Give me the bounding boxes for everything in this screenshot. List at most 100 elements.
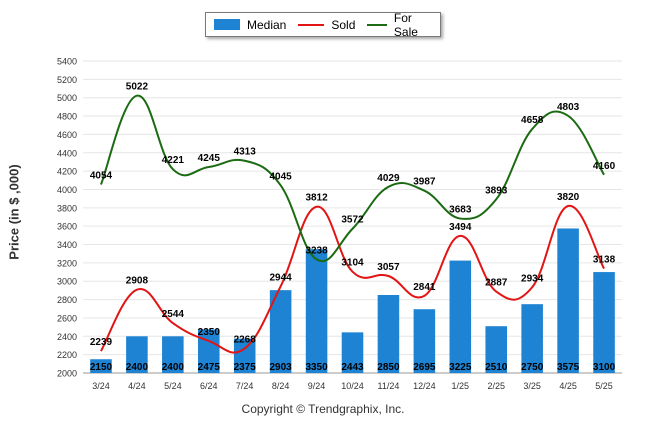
y-tick-label: 3000 [57,277,77,287]
x-tick-label: 3/25 [523,381,541,391]
data-label-for-sale: 4658 [521,115,544,126]
y-tick-label: 5400 [57,57,77,67]
data-label-for-sale: 4803 [557,102,580,113]
x-tick-label: 8/24 [272,381,290,391]
x-tick-label: 9/24 [308,381,326,391]
data-label-median: 2400 [126,362,149,373]
line-for-sale [100,94,605,263]
data-label-median: 2695 [413,362,436,373]
y-tick-label: 4000 [57,185,77,195]
data-label-for-sale: 4054 [90,171,113,182]
data-label-sold: 2268 [234,334,257,345]
y-tick-label: 2000 [57,369,77,379]
bar-median [197,329,220,373]
y-tick-label: 3200 [57,258,77,268]
data-label-median: 2150 [90,362,113,373]
y-tick-label: 3800 [57,203,77,213]
x-tick-label: 4/25 [559,381,577,391]
line-sold [100,204,605,354]
data-label-median: 3225 [449,362,472,373]
chart-legend: Median Sold For Sale [205,11,441,39]
data-label-median: 3100 [593,362,616,373]
data-label-sold: 3820 [557,192,580,203]
y-tick-label: 3600 [57,222,77,232]
data-label-median: 2443 [341,362,364,373]
data-label-for-sale: 3238 [305,245,328,256]
bar-median [557,228,579,373]
x-tick-label: 12/24 [413,381,436,391]
legend-label-median: Median [247,17,287,32]
data-label-sold: 2908 [126,276,149,287]
data-label-for-sale: 4221 [162,155,185,166]
data-label-sold: 3812 [305,193,328,204]
data-label-median: 2903 [270,362,293,373]
y-tick-label: 2200 [57,350,77,360]
data-label-median: 3350 [305,362,328,373]
legend-label-for-sale: For Sale [393,10,418,39]
data-label-median: 3575 [557,362,580,373]
data-label-sold: 2841 [413,282,436,293]
x-tick-label: 1/25 [452,381,470,391]
x-tick-label: 7/24 [236,381,254,391]
data-label-sold: 3494 [449,222,472,233]
data-label-median: 2510 [485,362,508,373]
data-label-for-sale: 4029 [377,173,400,184]
bar-median [521,304,543,373]
legend-label-sold: Sold [331,17,356,32]
y-tick-label: 4400 [57,148,77,158]
data-label-median: 2375 [234,362,257,373]
data-label-sold: 2934 [521,273,544,284]
bar-median [593,272,615,373]
bar-median [485,326,508,373]
data-label-for-sale: 3572 [341,215,364,226]
data-label-sold: 2544 [162,309,185,320]
data-label-median: 2850 [377,362,400,373]
x-tick-label: 5/25 [595,381,613,391]
data-label-for-sale: 4245 [198,153,221,164]
data-label-sold: 2350 [198,327,221,338]
data-label-median: 2750 [521,362,544,373]
x-tick-label: 3/24 [92,381,110,391]
legend-swatch-for-sale [367,23,387,26]
y-tick-label: 4600 [57,130,77,140]
data-label-sold: 2239 [90,337,113,348]
data-label-for-sale: 3683 [449,205,472,216]
bar-median [90,359,112,373]
x-tick-label: 10/24 [341,381,364,391]
data-label-sold: 3138 [593,255,616,266]
bar-median [269,290,292,373]
bar-median [377,295,400,373]
y-tick-label: 4200 [57,167,77,177]
data-label-sold: 3057 [377,262,400,273]
y-tick-label: 2800 [57,295,77,305]
bar-median [233,338,256,373]
data-label-sold: 3104 [341,258,364,269]
legend-item-sold: Sold [298,18,355,32]
legend-swatch-sold [298,23,325,26]
data-label-for-sale: 4160 [593,161,616,172]
data-label-for-sale: 4313 [234,147,257,158]
y-tick-label: 3400 [57,240,77,250]
bar-median [162,336,184,373]
y-tick-label: 2600 [57,313,77,323]
y-tick-label: 4800 [57,112,77,122]
copyright-footer: Copyright © Trendgraphix, Inc. [241,402,405,416]
data-label-for-sale: 5022 [126,82,149,93]
y-tick-label: 2400 [57,332,77,342]
bar-median [449,260,472,373]
data-label-for-sale: 4045 [270,171,293,182]
legend-swatch-median [214,19,240,30]
bar-median [341,332,364,373]
data-label-for-sale: 3893 [485,185,508,196]
bar-median [305,249,328,373]
x-tick-label: 5/24 [164,381,182,391]
data-label-sold: 2887 [485,278,508,289]
legend-item-median: Median [214,18,286,32]
x-tick-label: 2/25 [487,381,505,391]
bar-median [126,336,148,373]
x-tick-label: 11/24 [378,381,400,391]
data-label-for-sale: 3987 [413,177,436,188]
legend-item-for-sale: For Sale [367,11,428,39]
data-label-median: 2400 [162,362,185,373]
